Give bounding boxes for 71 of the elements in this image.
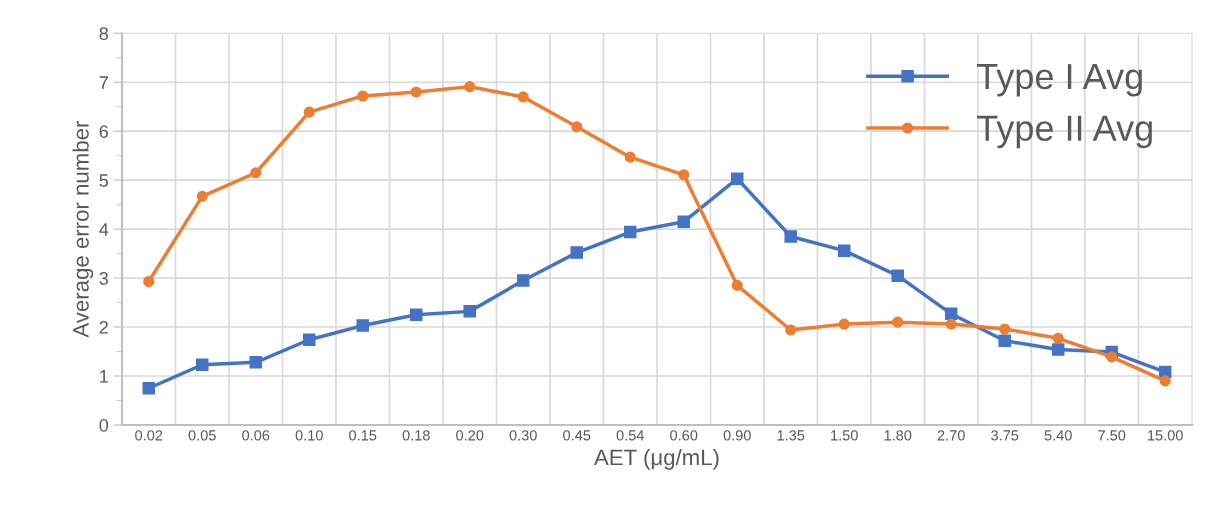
x-tick-label: 0.60 <box>670 430 698 441</box>
x-tick-label: 0.05 <box>188 430 216 441</box>
point <box>678 169 690 181</box>
x-tick-label: 1.80 <box>884 430 912 441</box>
point <box>1051 343 1065 356</box>
y-tick-label: 3 <box>99 272 109 285</box>
x-axis-title: AET (μg/mL) <box>594 448 719 470</box>
x-tick-label: 0.02 <box>135 430 163 441</box>
x-tick-label: 0.90 <box>723 430 751 441</box>
y-tick-label: 0 <box>99 418 109 432</box>
x-tick-label: 0.20 <box>456 430 484 441</box>
x-tick-label: 15.00 <box>1148 430 1183 441</box>
point <box>730 172 744 185</box>
x-tick-label: 0.15 <box>349 430 377 441</box>
point <box>463 305 476 318</box>
y-tick-label: 4 <box>99 223 109 236</box>
point <box>464 81 476 93</box>
legend-label: Type II Avg <box>977 115 1152 149</box>
x-tick-label: 3.75 <box>991 430 1019 441</box>
point <box>891 269 904 282</box>
point <box>571 121 583 133</box>
point <box>303 106 315 118</box>
point <box>249 356 262 369</box>
y-tick-label: 1 <box>100 370 108 383</box>
y-tick-label: 2 <box>99 320 108 334</box>
y-axis-title: Average error number <box>72 120 94 338</box>
point <box>838 318 850 330</box>
point <box>677 215 690 229</box>
point <box>516 274 530 287</box>
point <box>143 275 155 288</box>
point <box>999 323 1011 335</box>
point <box>624 151 636 163</box>
point <box>409 308 423 322</box>
point <box>196 190 208 202</box>
x-tick-label: 0.18 <box>402 430 430 441</box>
x-tick-label: 0.54 <box>616 430 644 441</box>
point <box>945 318 957 330</box>
point <box>784 230 797 243</box>
point <box>142 381 155 395</box>
legend-label: Type I Avg <box>977 64 1142 97</box>
point <box>250 167 262 179</box>
x-tick-label: 5.40 <box>1044 430 1072 441</box>
point <box>195 358 209 371</box>
point <box>357 90 369 102</box>
point <box>892 316 904 328</box>
y-tick-label: 5 <box>99 174 109 187</box>
y-tick-label: 6 <box>99 125 109 138</box>
point <box>1106 351 1118 363</box>
y-tick-label: 8 <box>99 27 109 40</box>
point <box>731 279 743 291</box>
x-tick-label: 0.10 <box>295 430 323 441</box>
point <box>410 86 422 98</box>
point <box>356 319 369 332</box>
point <box>998 334 1011 347</box>
point <box>623 225 637 239</box>
point <box>570 246 583 259</box>
point <box>785 324 797 336</box>
x-tick-label: 0.45 <box>563 430 591 441</box>
x-tick-label: 0.06 <box>242 430 270 441</box>
point <box>837 244 851 257</box>
x-tick-label: 1.35 <box>777 430 805 441</box>
x-tick-label: 2.70 <box>937 430 965 441</box>
point <box>517 91 529 103</box>
point <box>1159 375 1171 387</box>
x-tick-label: 0.30 <box>509 430 537 441</box>
point <box>302 333 316 347</box>
y-tick-label: 7 <box>99 76 108 89</box>
point <box>944 307 958 321</box>
x-tick-label: 1.50 <box>831 430 858 441</box>
x-tick-label: 7.50 <box>1098 430 1126 441</box>
point <box>1052 332 1064 344</box>
